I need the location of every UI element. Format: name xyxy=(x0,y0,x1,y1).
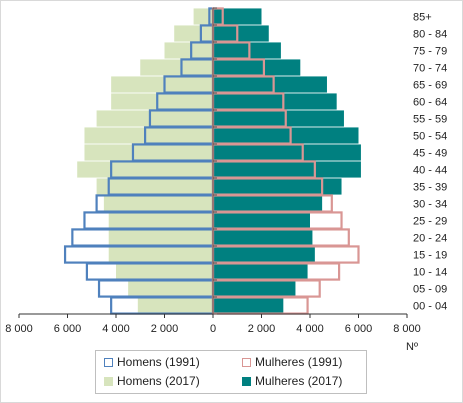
age-group-label-85: 85+ xyxy=(413,12,432,24)
age-group-label-35-39: 35 - 39 xyxy=(413,182,447,194)
bar-mulheres-2017-40-44 xyxy=(213,161,361,178)
x-tick-label: 8 000 xyxy=(5,323,33,335)
bar-homens-2017-75-79 xyxy=(164,42,213,59)
bar-mulheres-2017-75-79 xyxy=(213,42,281,59)
bar-mulheres-2017-45-49 xyxy=(213,144,361,161)
legend-swatch-homens-2017 xyxy=(104,376,113,386)
axes-group xyxy=(18,7,408,318)
age-group-label-50-54: 50 - 54 xyxy=(413,131,447,143)
age-group-label-15-19: 15 - 19 xyxy=(413,250,447,262)
legend-swatch-mulheres-1991 xyxy=(242,357,251,367)
bar-mulheres-2017-35-39 xyxy=(213,178,342,195)
bar-homens-2017-50-54 xyxy=(84,127,213,144)
bar-homens-2017-00-04 xyxy=(137,297,213,314)
age-group-label-40-44: 40 - 44 xyxy=(413,165,447,177)
legend-item-homens-2017: Homens (2017) xyxy=(104,374,200,388)
legend-label-mulheres-1991: Mulheres (1991) xyxy=(255,355,343,369)
x-tick-labels: 8 000 6 000 4 000 2 000 0 2 000 4 000 6 000 8 00… xyxy=(5,323,421,335)
legend-label-mulheres-2017: Mulheres (2017) xyxy=(255,374,343,388)
bar-homens-2017-55-59 xyxy=(96,110,213,127)
x-tick-label: 6 000 xyxy=(345,323,373,335)
age-group-label-30-34: 30 - 34 xyxy=(413,199,447,211)
age-group-label-20-24: 20 - 24 xyxy=(413,233,447,245)
age-group-label-80-84: 80 - 84 xyxy=(413,29,447,41)
bar-homens-2017-25-29 xyxy=(108,212,213,229)
age-group-label-65-69: 65 - 69 xyxy=(413,80,447,92)
age-group-label-25-29: 25 - 29 xyxy=(413,216,447,228)
age-group-label-00-04: 00 - 04 xyxy=(413,301,447,313)
legend-swatch-homens-1991 xyxy=(104,357,113,367)
bar-homens-2017-60-64 xyxy=(111,93,213,110)
bar-homens-2017-45-49 xyxy=(84,144,213,161)
bar-mulheres-2017-65-69 xyxy=(213,76,327,93)
bar-homens-2017-30-34 xyxy=(103,195,214,212)
age-group-label-70-74: 70 - 74 xyxy=(413,63,447,75)
x-tick-label: 4 000 xyxy=(102,323,130,335)
bar-mulheres-2017-80-84 xyxy=(213,25,269,42)
bar-homens-2017-85 xyxy=(193,8,213,25)
bar-homens-2017-10-14 xyxy=(116,263,213,280)
x-tick-label: 2 000 xyxy=(151,323,179,335)
bar-homens-2017-20-24 xyxy=(108,229,213,246)
x-tick-label: 0 xyxy=(210,323,216,335)
bar-mulheres-2017-50-54 xyxy=(213,127,359,144)
bar-mulheres-2017-00-04 xyxy=(213,297,284,314)
legend-item-mulheres-1991: Mulheres (1991) xyxy=(242,355,342,369)
bar-mulheres-2017-70-74 xyxy=(213,59,301,76)
bar-homens-2017-15-19 xyxy=(108,246,213,263)
age-group-label-55-59: 55 - 59 xyxy=(413,114,447,126)
legend-swatch-mulheres-2017 xyxy=(242,376,251,386)
x-tick-label: 4 000 xyxy=(296,323,324,335)
x-tick-label: 2 000 xyxy=(248,323,276,335)
bars-2017-group xyxy=(77,8,361,314)
bar-homens-2017-40-44 xyxy=(77,161,213,178)
x-tick-label: 6 000 xyxy=(54,323,82,335)
bar-mulheres-2017-25-29 xyxy=(213,212,310,229)
age-group-label-75-79: 75 - 79 xyxy=(413,46,447,58)
age-group-label-05-09: 05 - 09 xyxy=(413,284,447,296)
chart-legend: Homens (1991) Mulheres (1991) Homens (20… xyxy=(95,350,367,394)
bar-mulheres-2017-15-19 xyxy=(213,246,315,263)
x-axis-label: Nº xyxy=(406,341,418,353)
legend-label-homens-2017: Homens (2017) xyxy=(117,374,200,388)
bar-mulheres-2017-85 xyxy=(213,8,262,25)
bar-mulheres-2017-60-64 xyxy=(213,93,337,110)
bar-homens-2017-35-39 xyxy=(96,178,213,195)
age-group-label-45-49: 45 - 49 xyxy=(413,148,447,160)
bar-mulheres-2017-10-14 xyxy=(213,263,308,280)
bar-mulheres-2017-30-34 xyxy=(213,195,323,212)
legend-item-homens-1991: Homens (1991) xyxy=(104,355,200,369)
legend-label-homens-1991: Homens (1991) xyxy=(117,355,200,369)
age-group-label-60-64: 60 - 64 xyxy=(413,97,447,109)
bar-homens-2017-65-69 xyxy=(111,76,213,93)
bar-mulheres-2017-05-09 xyxy=(213,280,296,297)
bar-mulheres-2017-55-59 xyxy=(213,110,344,127)
bar-homens-2017-05-09 xyxy=(128,280,214,297)
x-tick-label: 8 000 xyxy=(393,323,421,335)
bar-homens-2017-80-84 xyxy=(174,25,213,42)
age-group-labels: 00 - 04 05 - 09 10 - 14 15 - 19 20 - 24 25 - … xyxy=(413,12,447,313)
bar-mulheres-2017-20-24 xyxy=(213,229,313,246)
bar-homens-2017-70-74 xyxy=(140,59,213,76)
legend-item-mulheres-2017: Mulheres (2017) xyxy=(242,374,342,388)
age-group-label-10-14: 10 - 14 xyxy=(413,267,447,279)
